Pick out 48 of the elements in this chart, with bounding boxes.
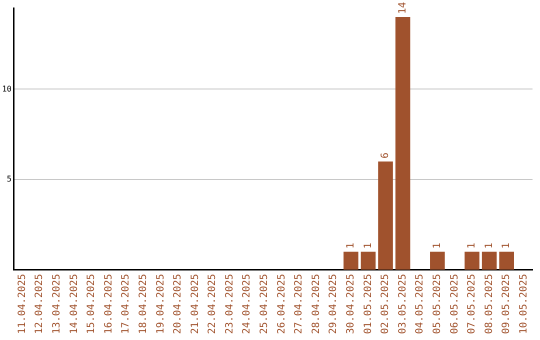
x-tick-label: 03.05.2025: [397, 274, 408, 334]
x-tick-label: 09.05.2025: [501, 274, 512, 334]
x-tick-label: 13.04.2025: [51, 274, 62, 334]
x-tick-label: 19.04.2025: [155, 274, 166, 334]
x-tick-label: 24.04.2025: [242, 274, 253, 334]
bar: [378, 161, 393, 270]
x-tick-label: 27.04.2025: [294, 274, 305, 334]
bar: [395, 17, 410, 270]
x-tick-label: 08.05.2025: [484, 274, 495, 334]
x-tick-label: 28.04.2025: [310, 274, 322, 334]
bar: [344, 252, 358, 270]
x-tick-label: 04.05.2025: [414, 274, 426, 334]
x-tick-label: 12.04.2025: [34, 274, 46, 334]
x-tick-label: 16.04.2025: [103, 274, 114, 334]
data-label: 1: [346, 242, 357, 249]
y-tick-label: 10: [2, 84, 12, 94]
bar: [464, 252, 480, 270]
x-tick-label: 18.04.2025: [138, 274, 149, 334]
x-tick-label: 11.04.2025: [16, 274, 28, 334]
x-tick-label: 29.04.2025: [328, 274, 340, 334]
bar: [430, 252, 445, 270]
bar: [360, 252, 376, 270]
x-tick-label: 23.04.2025: [224, 274, 236, 334]
data-label: 6: [380, 152, 392, 158]
data-label: 1: [362, 242, 374, 249]
x-tick-label: 30.04.2025: [346, 274, 357, 334]
x-tick-label: 10.05.2025: [518, 274, 530, 334]
data-label: 1: [484, 242, 495, 249]
x-tick-label: 21.04.2025: [190, 274, 201, 334]
data-label: 14: [397, 2, 408, 14]
x-tick-label: 22.04.2025: [207, 274, 218, 334]
x-tick-label: 26.04.2025: [276, 274, 288, 334]
data-label: 1: [432, 242, 444, 249]
x-tick-label: 06.05.2025: [449, 274, 460, 334]
bar: [482, 252, 497, 270]
x-tick-label: 07.05.2025: [466, 274, 478, 334]
x-tick-label: 20.04.2025: [172, 274, 184, 334]
x-tick-label: 01.05.2025: [362, 274, 374, 334]
bar: [499, 252, 514, 270]
x-tick-label: 05.05.2025: [432, 274, 444, 334]
x-tick-label: 17.04.2025: [120, 274, 132, 334]
x-tick-label: 02.05.2025: [380, 274, 392, 334]
y-tick-label: 5: [6, 174, 12, 184]
x-tick-label: 15.04.2025: [86, 274, 98, 334]
data-label: 1: [466, 242, 478, 249]
x-tick-label: 14.04.2025: [68, 274, 80, 334]
x-tick-label: 25.04.2025: [259, 274, 270, 334]
data-label: 1: [501, 242, 512, 249]
